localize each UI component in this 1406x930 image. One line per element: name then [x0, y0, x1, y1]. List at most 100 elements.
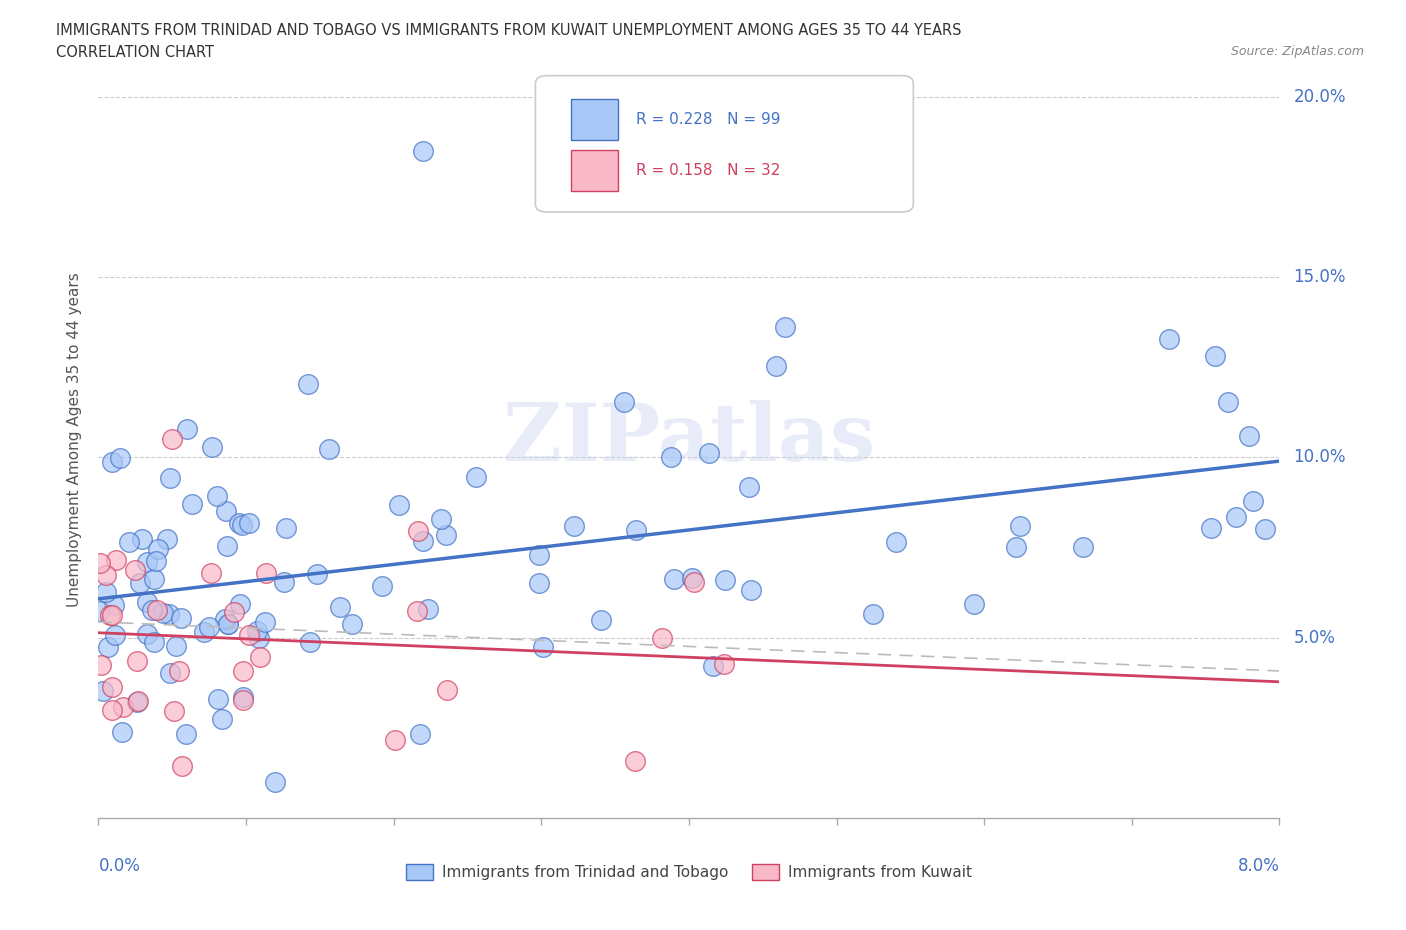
Point — [97, 639, 120, 654]
Point — [697, 445, 720, 460]
Point — [135, 594, 157, 609]
Point — [127, 694, 149, 709]
Point — [318, 442, 340, 457]
Point — [274, 521, 297, 536]
Point — [135, 627, 157, 642]
Point — [683, 575, 706, 590]
Point — [152, 605, 174, 620]
Point — [214, 611, 236, 626]
Point — [101, 702, 124, 717]
Point — [101, 608, 124, 623]
Point — [249, 649, 271, 664]
Point — [232, 693, 254, 708]
Point — [111, 724, 134, 739]
Point — [589, 613, 612, 628]
Point — [98, 608, 121, 623]
Point — [1159, 332, 1181, 347]
Point — [740, 583, 762, 598]
Point — [531, 640, 554, 655]
Point — [738, 480, 761, 495]
Point — [129, 576, 152, 591]
Point — [659, 449, 682, 464]
Point — [613, 394, 636, 409]
Point — [562, 518, 585, 533]
Point — [193, 625, 215, 640]
Legend: Immigrants from Trinidad and Tobago, Immigrants from Kuwait: Immigrants from Trinidad and Tobago, Imm… — [399, 858, 979, 886]
Point — [238, 628, 260, 643]
Point — [159, 471, 181, 485]
Point — [148, 541, 170, 556]
Point — [1225, 509, 1247, 524]
Point — [180, 497, 202, 512]
Point — [127, 695, 149, 710]
Point — [165, 638, 187, 653]
Point — [145, 554, 167, 569]
Point — [1199, 521, 1222, 536]
Point — [111, 700, 134, 715]
Bar — [571, 150, 619, 192]
Point — [100, 679, 122, 694]
Point — [141, 603, 163, 618]
Point — [103, 597, 125, 612]
Point — [127, 654, 149, 669]
Point — [529, 576, 551, 591]
Point — [765, 359, 787, 374]
Point — [624, 522, 647, 537]
Point — [91, 684, 114, 698]
Point — [238, 516, 260, 531]
Point — [273, 575, 295, 590]
Point — [884, 535, 907, 550]
Text: R = 0.158   N = 32: R = 0.158 N = 32 — [636, 163, 780, 178]
Point — [406, 524, 429, 538]
Point — [775, 320, 797, 335]
Text: CORRELATION CHART: CORRELATION CHART — [56, 45, 214, 60]
Point — [89, 555, 111, 570]
Point — [963, 597, 986, 612]
Point — [90, 658, 112, 672]
Point — [163, 704, 186, 719]
Y-axis label: Unemployment Among Ages 35 to 44 years: Unemployment Among Ages 35 to 44 years — [67, 272, 83, 606]
Point — [702, 658, 724, 673]
Point — [651, 631, 673, 645]
Point — [211, 711, 233, 726]
Point — [105, 552, 128, 567]
Point — [297, 377, 319, 392]
Text: 20.0%: 20.0% — [1294, 87, 1346, 105]
Point — [104, 628, 127, 643]
Point — [384, 733, 406, 748]
Point — [624, 753, 647, 768]
Point — [329, 600, 352, 615]
Point — [409, 726, 432, 741]
Point — [299, 635, 322, 650]
Point — [201, 440, 224, 455]
Point — [205, 488, 228, 503]
Text: 10.0%: 10.0% — [1294, 448, 1346, 467]
Point — [228, 515, 250, 530]
Point — [229, 597, 252, 612]
Point — [1241, 494, 1264, 509]
Point — [87, 604, 110, 618]
Text: 8.0%: 8.0% — [1237, 857, 1279, 875]
Point — [94, 567, 117, 582]
Point — [305, 566, 328, 581]
Point — [1239, 429, 1261, 444]
Point — [131, 532, 153, 547]
Point — [135, 555, 157, 570]
Point — [207, 691, 229, 706]
Point — [1218, 394, 1240, 409]
Text: IMMIGRANTS FROM TRINIDAD AND TOBAGO VS IMMIGRANTS FROM KUWAIT UNEMPLOYMENT AMONG: IMMIGRANTS FROM TRINIDAD AND TOBAGO VS I… — [56, 23, 962, 38]
Point — [412, 143, 434, 158]
Point — [124, 563, 146, 578]
Point — [430, 512, 453, 526]
Point — [217, 617, 239, 631]
Point — [714, 572, 737, 587]
Point — [118, 535, 141, 550]
Point — [388, 498, 411, 512]
Point — [176, 421, 198, 436]
Point — [174, 726, 197, 741]
Text: 5.0%: 5.0% — [1294, 629, 1336, 647]
Point — [142, 634, 165, 649]
Point — [406, 604, 429, 618]
Point — [254, 615, 277, 630]
Point — [263, 775, 285, 790]
